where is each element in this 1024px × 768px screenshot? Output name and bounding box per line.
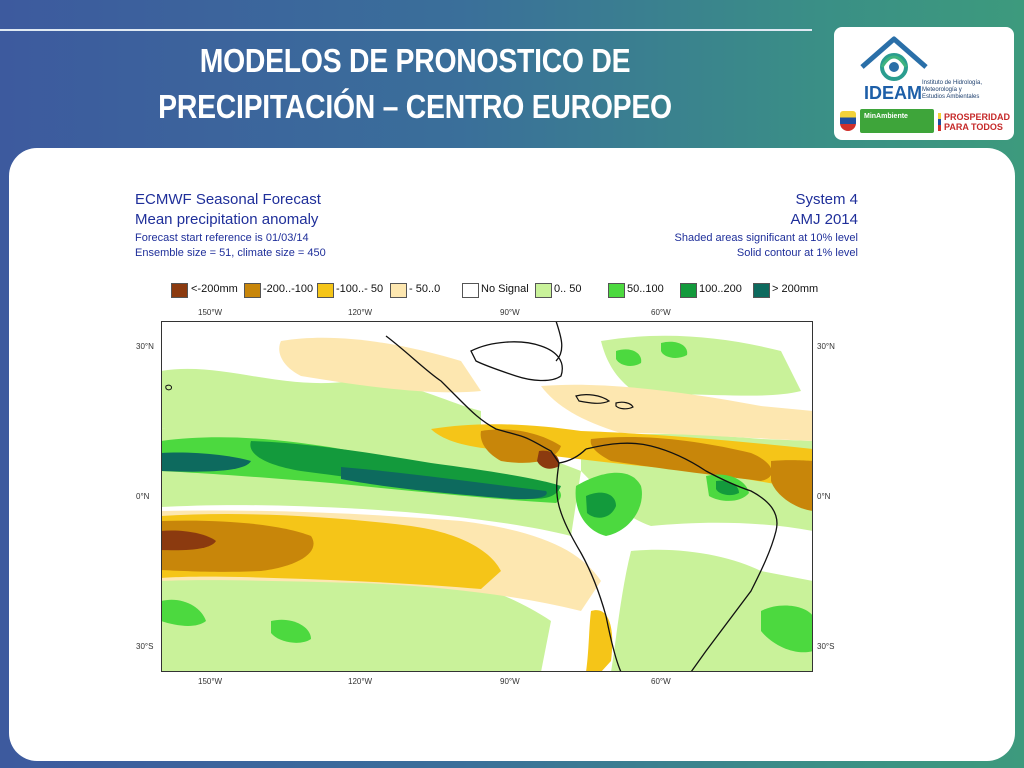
coastline <box>585 442 778 672</box>
island <box>615 401 634 410</box>
anomaly-region <box>541 384 813 441</box>
lon-label-top: 60°W <box>651 308 671 317</box>
coastline <box>385 335 587 464</box>
anomaly-region <box>161 599 206 626</box>
header-right-line2: AMJ 2014 <box>790 211 858 228</box>
legend-label: <-200mm <box>191 283 238 295</box>
legend-swatch <box>171 283 188 298</box>
island <box>575 394 611 404</box>
ideam-brand: IDEAM <box>864 83 922 103</box>
slide-title: MODELOS DE PRONOSTICO DE PRECIPITACIÓN –… <box>58 38 772 130</box>
header-left-line2: Mean precipitation anomaly <box>135 211 319 228</box>
legend-label: -200..-100 <box>263 283 314 295</box>
lat-label-right: 0°N <box>817 492 831 501</box>
map-frame <box>161 321 813 672</box>
lat-label-right: 30°N <box>817 342 835 351</box>
ministry-badge: MinAmbiente <box>860 109 934 133</box>
lon-label-bottom: 60°W <box>651 677 671 686</box>
legend-label: 100..200 <box>699 283 742 295</box>
anomaly-region <box>771 460 813 511</box>
ideam-subtitle-line: Meteorología y <box>922 87 962 93</box>
anomaly-region <box>161 530 216 551</box>
flag-stripe-icon <box>938 113 941 131</box>
lat-label-left: 30°N <box>136 342 154 351</box>
legend-swatch <box>680 283 697 298</box>
anomaly-region <box>161 520 314 572</box>
anomaly-region <box>661 341 688 358</box>
prosperity-logo: PROSPERIDAD PARA TODOS <box>938 111 1010 133</box>
ideam-subtitle-line: Estudios Ambientales <box>922 94 980 100</box>
anomaly-region <box>341 467 547 500</box>
ideam-logo-icon <box>860 36 928 81</box>
legend-label: 0.. 50 <box>554 283 582 295</box>
anomaly-region <box>586 610 613 672</box>
anomaly-region <box>611 549 813 672</box>
prosperity-line1: PROSPERIDAD <box>944 112 1011 122</box>
slide-title-line1: MODELOS DE PRONOSTICO DE <box>199 42 631 79</box>
prosperity-line2: PARA TODOS <box>944 122 1003 132</box>
legend-swatch <box>535 283 552 298</box>
legend-label: > 200mm <box>772 283 819 295</box>
title-rule <box>0 29 812 31</box>
lat-label-left: 0°N <box>136 492 150 501</box>
anomaly-region <box>279 337 481 393</box>
ideam-subtitle: Instituto de Hidrología, Meteorología y … <box>922 80 982 101</box>
lon-label-top: 150°W <box>198 308 223 317</box>
lon-label-bottom: 150°W <box>198 677 223 686</box>
island <box>165 384 172 391</box>
anomaly-region <box>601 335 801 396</box>
precipitation-anomaly-map <box>161 321 813 672</box>
legend-label: -100..- 50 <box>336 283 384 295</box>
header-right-line4: Solid contour at 1% level <box>736 247 858 259</box>
lon-label-bottom: 120°W <box>348 677 373 686</box>
coastline <box>556 462 622 672</box>
lon-label-top: 90°W <box>500 308 520 317</box>
legend-label: - 50..0 <box>409 283 441 295</box>
lat-label-left: 30°S <box>136 642 154 651</box>
coastline <box>555 321 563 362</box>
anomaly-region <box>161 452 251 472</box>
legend-swatch <box>244 283 261 298</box>
header-left-line1: ECMWF Seasonal Forecast <box>135 191 321 208</box>
legend-label: No Signal <box>481 283 529 295</box>
legend-swatch <box>317 283 334 298</box>
lon-label-bottom: 90°W <box>500 677 520 686</box>
header-left-line4: Ensemble size = 51, climate size = 450 <box>135 247 326 259</box>
slide-title-line2: PRECIPITACIÓN – CENTRO EUROPEO <box>158 88 672 125</box>
header-left-line3: Forecast start reference is 01/03/14 <box>135 232 309 244</box>
header-right-line1: System 4 <box>795 191 858 208</box>
anomaly-region <box>590 436 772 481</box>
anomaly-region <box>271 619 311 643</box>
anomaly-region <box>586 492 616 518</box>
coastline <box>470 341 563 382</box>
legend-swatch <box>608 283 625 298</box>
ideam-logo-box: IDEAM Instituto de Hidrología, Meteorolo… <box>834 27 1014 140</box>
colombia-shield-icon <box>840 111 856 131</box>
ideam-subtitle-line: Instituto de Hidrología, <box>922 80 983 86</box>
header-right-line3: Shaded areas significant at 10% level <box>674 232 858 244</box>
lat-label-right: 30°S <box>817 642 835 651</box>
anomaly-region <box>761 605 813 653</box>
legend-swatch <box>753 283 770 298</box>
legend-label: 50..100 <box>627 283 664 295</box>
legend-swatch <box>390 283 407 298</box>
legend-swatch <box>462 283 479 298</box>
lon-label-top: 120°W <box>348 308 373 317</box>
anomaly-region <box>616 349 642 366</box>
ministry-label: MinAmbiente <box>864 113 908 120</box>
